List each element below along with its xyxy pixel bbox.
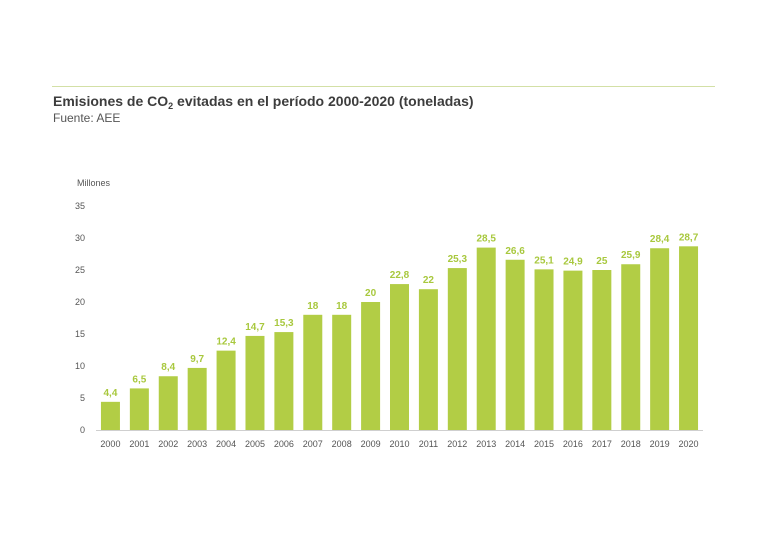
data-label-2014: 26,6 (505, 246, 525, 257)
data-label-2002: 8,4 (161, 362, 175, 373)
bar-2009 (361, 302, 381, 430)
x-tick-label-2007: 2007 (303, 439, 323, 449)
y-tick-label: 10 (75, 361, 85, 371)
data-label-2005: 14,7 (245, 322, 265, 333)
x-tick-label-2017: 2017 (592, 439, 612, 449)
chart-source: Fuente: AEE (53, 111, 121, 125)
data-label-2013: 28,5 (476, 234, 496, 245)
data-label-2004: 12,4 (216, 337, 236, 348)
bar-2004 (216, 350, 236, 430)
x-tick-label-2019: 2019 (650, 439, 670, 449)
bar-2014 (505, 259, 525, 430)
data-label-2017: 25 (596, 256, 608, 267)
x-tick-label-2020: 2020 (679, 439, 699, 449)
data-label-2020: 28,7 (679, 232, 699, 243)
data-label-2016: 24,9 (563, 257, 583, 268)
x-tick-label-2002: 2002 (158, 439, 178, 449)
data-label-2009: 20 (365, 288, 377, 299)
chart-title-subscript: 2 (168, 101, 174, 111)
data-label-2000: 4,4 (103, 388, 117, 399)
bar-2005 (245, 335, 265, 430)
data-label-2018: 25,9 (621, 250, 641, 261)
bar-2010 (390, 284, 409, 430)
y-axis-unit-label: Millones (77, 178, 111, 188)
bar-2018 (621, 264, 641, 430)
data-label-2015: 25,1 (534, 255, 554, 266)
header-divider (52, 86, 715, 87)
y-tick-label: 25 (75, 265, 85, 275)
x-tick-label-2015: 2015 (534, 439, 554, 449)
x-tick-label-2009: 2009 (361, 439, 381, 449)
x-tick-label-2003: 2003 (187, 439, 207, 449)
bar-2013 (476, 247, 496, 430)
data-label-2019: 28,4 (650, 234, 670, 245)
x-tick-label-2005: 2005 (245, 439, 265, 449)
data-label-2003: 9,7 (190, 354, 204, 365)
x-tick-label-2006: 2006 (274, 439, 294, 449)
y-tick-label: 30 (75, 233, 85, 243)
bar-2002 (158, 376, 178, 430)
bar-2003 (187, 367, 207, 430)
x-tick-label-2000: 2000 (100, 439, 120, 449)
y-tick-label: 35 (75, 201, 85, 211)
chart-title-suffix: evitadas en el período 2000-2020 (tonela… (173, 93, 474, 109)
data-label-2012: 25,3 (448, 254, 468, 265)
data-label-2010: 22,8 (390, 270, 410, 281)
bar-2017 (592, 270, 612, 430)
y-tick-label: 5 (80, 393, 85, 403)
x-tick-label-2004: 2004 (216, 439, 236, 449)
y-tick-label: 0 (80, 425, 85, 435)
data-label-2007: 18 (307, 301, 319, 312)
x-tick-label-2018: 2018 (621, 439, 641, 449)
y-tick-label: 20 (75, 297, 85, 307)
chart-title: Emisiones de CO2 evitadas en el período … (53, 93, 474, 111)
bar-2015 (534, 269, 554, 430)
bar-2008 (332, 314, 352, 430)
data-label-2011: 22 (423, 275, 435, 286)
data-label-2006: 15,3 (274, 318, 294, 329)
bar-2012 (447, 268, 467, 430)
bar-2016 (563, 270, 583, 430)
x-tick-label-2001: 2001 (129, 439, 149, 449)
data-label-2001: 6,5 (132, 374, 146, 385)
bar-2001 (129, 388, 149, 430)
x-tick-label-2016: 2016 (563, 439, 583, 449)
x-tick-label-2008: 2008 (332, 439, 352, 449)
chart-title-prefix: Emisiones de CO (53, 93, 169, 109)
x-tick-label-2011: 2011 (419, 439, 438, 449)
x-tick-label-2010: 2010 (389, 439, 409, 449)
x-tick-label-2014: 2014 (505, 439, 525, 449)
bar-2020 (679, 246, 699, 430)
data-label-2008: 18 (336, 301, 348, 312)
bar-2011 (418, 289, 438, 430)
bar-2007 (303, 314, 323, 430)
bar-2006 (274, 332, 294, 430)
x-tick-label-2013: 2013 (476, 439, 496, 449)
bar-2019 (650, 248, 670, 430)
x-tick-label-2012: 2012 (447, 439, 467, 449)
y-tick-label: 15 (75, 329, 85, 339)
bar-2000 (100, 401, 120, 430)
